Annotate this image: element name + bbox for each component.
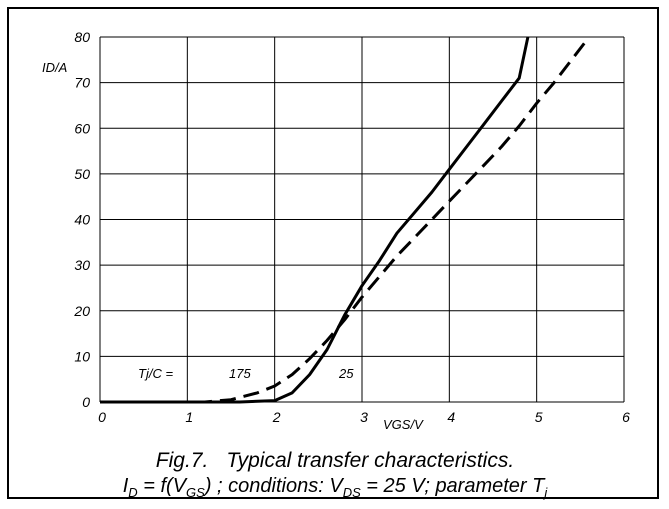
caption-gs-sub: GS bbox=[186, 485, 205, 500]
curve-label-25: 25 bbox=[338, 366, 354, 381]
figure-number: Fig.7. bbox=[155, 449, 209, 472]
caption-tj-sub: j bbox=[544, 485, 548, 500]
tj-param-label: Tj/C = bbox=[138, 366, 173, 381]
caption-ds-sub: DS bbox=[342, 485, 361, 500]
y-tick-5: 50 bbox=[74, 166, 90, 182]
caption-line-1: Fig.7. Typical transfer characteristics. bbox=[9, 449, 661, 473]
x-tick-3: 3 bbox=[360, 409, 368, 425]
x-tick-6: 6 bbox=[622, 409, 630, 425]
caption-line-2: ID = f(VGS) ; conditions: VDS = 25 V; pa… bbox=[9, 475, 661, 500]
y-tick-0: 0 bbox=[82, 394, 90, 410]
x-tick-4: 4 bbox=[447, 409, 455, 425]
y-tick-7: 70 bbox=[74, 75, 90, 91]
figure-frame: 0 1 2 3 4 5 6 0 10 20 30 40 50 60 70 80 ID/A VGS/V Tj/C… bbox=[7, 7, 661, 500]
y-tick-3: 30 bbox=[74, 257, 90, 273]
series-line-25 bbox=[100, 36, 530, 404]
caption-eq: = f(V bbox=[137, 475, 187, 497]
x-tick-1: 1 bbox=[185, 409, 193, 425]
y-tick-6: 60 bbox=[74, 120, 90, 136]
x-tick-2: 2 bbox=[272, 409, 281, 425]
grid bbox=[99, 36, 625, 403]
series-line-175 bbox=[100, 36, 591, 404]
caption-conditions: ) ; conditions: V bbox=[204, 475, 343, 497]
y-tick-2: 20 bbox=[73, 303, 90, 319]
x-tick-0: 0 bbox=[98, 409, 106, 425]
x-axis-label: VGS/V bbox=[383, 417, 424, 432]
y-tick-1: 10 bbox=[74, 348, 90, 364]
caption-id-symbol: I bbox=[122, 475, 129, 497]
y-tick-4: 40 bbox=[74, 212, 90, 228]
y-tick-8: 80 bbox=[74, 29, 90, 45]
figure-title: Typical transfer characteristics. bbox=[226, 449, 515, 472]
x-tick-5: 5 bbox=[535, 409, 543, 425]
curve-label-175: 175 bbox=[229, 366, 251, 381]
y-axis-label: ID/A bbox=[42, 60, 67, 75]
caption-parameter: = 25 V; parameter T bbox=[360, 475, 545, 497]
curves bbox=[100, 36, 591, 404]
caption-id-sub: D bbox=[128, 485, 138, 500]
